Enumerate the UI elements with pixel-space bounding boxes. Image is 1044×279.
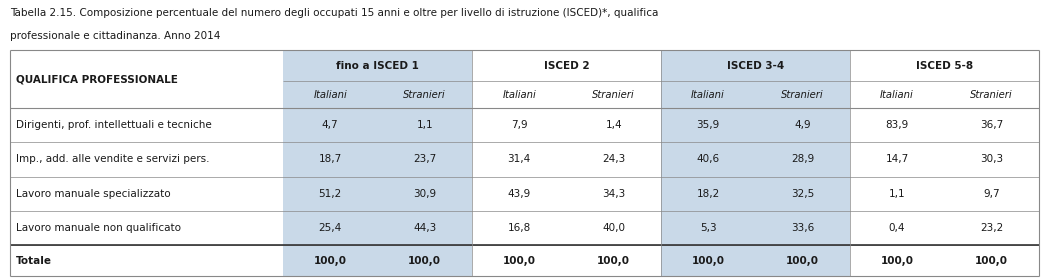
Text: Stranieri: Stranieri [592, 90, 635, 100]
Text: 36,7: 36,7 [980, 120, 1003, 130]
Text: 100,0: 100,0 [502, 256, 536, 266]
Text: Stranieri: Stranieri [781, 90, 824, 100]
Text: Stranieri: Stranieri [403, 90, 446, 100]
Text: professionale e cittadinanza. Anno 2014: professionale e cittadinanza. Anno 2014 [10, 31, 221, 41]
Text: 30,9: 30,9 [413, 189, 436, 199]
Text: 30,3: 30,3 [980, 154, 1003, 164]
Text: 1,1: 1,1 [417, 120, 433, 130]
Text: 40,0: 40,0 [602, 223, 625, 233]
Text: 83,9: 83,9 [885, 120, 908, 130]
Text: 100,0: 100,0 [691, 256, 725, 266]
Text: 100,0: 100,0 [408, 256, 442, 266]
Text: 9,7: 9,7 [983, 189, 1000, 199]
Text: QUALIFICA PROFESSIONALE: QUALIFICA PROFESSIONALE [16, 74, 177, 84]
Text: 32,5: 32,5 [791, 189, 814, 199]
Text: Totale: Totale [16, 256, 51, 266]
FancyBboxPatch shape [756, 50, 850, 276]
Text: ISCED 2: ISCED 2 [544, 61, 589, 71]
Text: Italiani: Italiani [313, 90, 347, 100]
Text: 4,7: 4,7 [322, 120, 338, 130]
Text: 40,6: 40,6 [696, 154, 719, 164]
Text: 43,9: 43,9 [507, 189, 530, 199]
FancyBboxPatch shape [661, 50, 756, 276]
Text: 5,3: 5,3 [699, 223, 716, 233]
Text: 25,4: 25,4 [318, 223, 341, 233]
Text: Dirigenti, prof. intellettuali e tecniche: Dirigenti, prof. intellettuali e tecnich… [16, 120, 211, 130]
Text: 0,4: 0,4 [888, 223, 905, 233]
Text: 100,0: 100,0 [313, 256, 347, 266]
Text: 23,7: 23,7 [413, 154, 436, 164]
Text: 18,2: 18,2 [696, 189, 719, 199]
Text: 44,3: 44,3 [413, 223, 436, 233]
Text: 1,4: 1,4 [606, 120, 622, 130]
Text: 28,9: 28,9 [791, 154, 814, 164]
Text: 31,4: 31,4 [507, 154, 530, 164]
Text: Lavoro manuale specializzato: Lavoro manuale specializzato [16, 189, 170, 199]
Text: 100,0: 100,0 [880, 256, 914, 266]
Text: 51,2: 51,2 [318, 189, 341, 199]
Text: ISCED 5-8: ISCED 5-8 [916, 61, 973, 71]
Text: 24,3: 24,3 [602, 154, 625, 164]
Text: 14,7: 14,7 [885, 154, 908, 164]
FancyBboxPatch shape [10, 50, 1039, 276]
Text: 18,7: 18,7 [318, 154, 341, 164]
Text: Lavoro manuale non qualificato: Lavoro manuale non qualificato [16, 223, 181, 233]
Text: Tabella 2.15. Composizione percentuale del numero degli occupati 15 anni e oltre: Tabella 2.15. Composizione percentuale d… [10, 8, 659, 18]
FancyBboxPatch shape [283, 50, 378, 276]
Text: 100,0: 100,0 [597, 256, 631, 266]
Text: 23,2: 23,2 [980, 223, 1003, 233]
Text: Italiani: Italiani [502, 90, 536, 100]
Text: 4,9: 4,9 [794, 120, 811, 130]
Text: 34,3: 34,3 [602, 189, 625, 199]
Text: 100,0: 100,0 [975, 256, 1009, 266]
Text: Stranieri: Stranieri [970, 90, 1013, 100]
Text: Italiani: Italiani [880, 90, 914, 100]
Text: 7,9: 7,9 [511, 120, 527, 130]
Text: 100,0: 100,0 [786, 256, 820, 266]
Text: 1,1: 1,1 [888, 189, 905, 199]
FancyBboxPatch shape [378, 50, 472, 276]
Text: ISCED 3-4: ISCED 3-4 [727, 61, 784, 71]
Text: 35,9: 35,9 [696, 120, 719, 130]
Text: Italiani: Italiani [691, 90, 725, 100]
Text: fino a ISCED 1: fino a ISCED 1 [336, 61, 419, 71]
Text: 33,6: 33,6 [791, 223, 814, 233]
Text: 16,8: 16,8 [507, 223, 530, 233]
Text: Imp., add. alle vendite e servizi pers.: Imp., add. alle vendite e servizi pers. [16, 154, 209, 164]
